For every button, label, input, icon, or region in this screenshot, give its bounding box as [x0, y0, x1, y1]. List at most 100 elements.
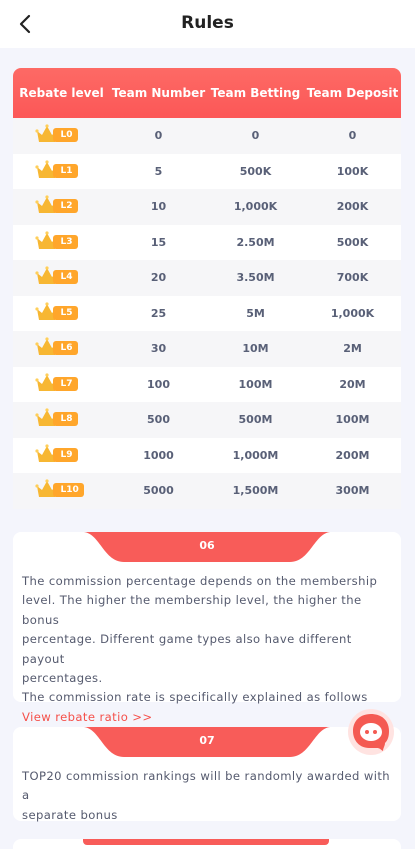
team-betting-cell: 500K — [239, 164, 272, 178]
rebate-level-table: Rebate level Team Number Team Betting Te… — [13, 68, 401, 509]
team-number-cell: 20 — [150, 271, 167, 285]
level-badge: L9 — [33, 443, 85, 465]
rule-line: percentage. Different game types also ha… — [22, 632, 352, 666]
table-row: L5 25 5M 1,000K — [13, 295, 401, 331]
team-betting-cell: 1,000M — [232, 448, 279, 462]
table-header-row: Rebate level Team Number Team Betting Te… — [13, 68, 401, 118]
rebate-level-cell: L2 — [13, 194, 110, 219]
team-number-cell: 30 — [150, 342, 167, 356]
team-number-cell: 5 — [154, 164, 163, 178]
level-tag: L3 — [52, 234, 78, 249]
rule-number: 06 — [199, 539, 215, 552]
header-team-number: Team Number — [111, 86, 206, 100]
rule-card-06: 06 The commission percentage depends on … — [13, 532, 401, 724]
level-badge: L7 — [33, 372, 85, 394]
rule-number: 07 — [199, 734, 215, 747]
rebate-level-cell: L5 — [13, 301, 110, 326]
rule-card-07: 07 TOP20 commission rankings will be ran… — [13, 727, 401, 822]
rebate-level-cell: L9 — [13, 443, 110, 468]
header-team-deposit: Team Deposit — [306, 86, 399, 100]
rule-number-tab — [83, 839, 329, 845]
page-title: Rules — [181, 13, 234, 33]
team-number-cell: 5000 — [143, 484, 174, 498]
team-deposit-cell: 200K — [336, 200, 369, 214]
rebate-level-cell: L0 — [13, 123, 110, 148]
team-betting-cell: 5M — [246, 306, 265, 320]
team-deposit-cell: 300M — [335, 484, 370, 498]
team-number-cell: 10 — [150, 200, 167, 214]
team-number-cell: 500 — [147, 413, 170, 427]
team-betting-cell: 10M — [242, 342, 269, 356]
header-bar: Rules — [0, 0, 415, 48]
team-deposit-cell: 0 — [348, 129, 357, 143]
rule-line: TOP20 commission rankings will be random… — [22, 769, 391, 803]
level-badge: L2 — [33, 194, 85, 216]
back-icon[interactable] — [14, 12, 38, 36]
team-deposit-cell: 1,000K — [330, 306, 375, 320]
level-tag: L7 — [52, 376, 78, 391]
rule-line: level. The higher the membership level, … — [22, 593, 362, 627]
table-row: L8 500 500M 100M — [13, 402, 401, 438]
level-badge: L4 — [33, 265, 85, 287]
rule-card-next — [13, 839, 401, 849]
table-row: L6 30 10M 2M — [13, 331, 401, 367]
rule-line: The commission percentage depends on the… — [22, 574, 378, 588]
table-row: L0 0 0 0 — [13, 118, 401, 154]
rule-number-tab: 06 — [84, 532, 330, 562]
rebate-level-cell: L7 — [13, 372, 110, 397]
level-badge: L5 — [33, 301, 85, 323]
rebate-level-cell: L3 — [13, 230, 110, 255]
rule-line: percentages. — [22, 671, 103, 686]
level-tag: L5 — [52, 305, 78, 320]
team-betting-cell: 1,000K — [233, 200, 278, 214]
table-row: L10 5000 1,500M 300M — [13, 473, 401, 509]
team-betting-cell: 0 — [251, 129, 260, 143]
level-badge: L8 — [33, 407, 85, 429]
rule-line: The commission rate is specifically expl… — [22, 690, 368, 705]
team-number-cell: 15 — [150, 235, 167, 249]
rebate-level-cell: L6 — [13, 336, 110, 361]
table-row: L3 15 2.50M 500K — [13, 224, 401, 260]
team-deposit-cell: 100K — [336, 164, 369, 178]
team-betting-cell: 500M — [238, 413, 273, 427]
chat-bot-icon[interactable] — [347, 708, 395, 756]
table-row: L4 20 3.50M 700K — [13, 260, 401, 296]
team-deposit-cell: 2M — [343, 342, 362, 356]
rule-number-tab: 07 — [84, 727, 330, 757]
table-row: L2 10 1,000K 200K — [13, 189, 401, 225]
rebate-level-cell: L4 — [13, 265, 110, 290]
table-body: L0 0 0 0 L1 5 500K 100K L2 10 1,000K 200K L3 15 2.50M 5… — [13, 118, 401, 509]
rule-text: TOP20 commission rankings will be random… — [22, 767, 392, 825]
team-betting-cell: 2.50M — [236, 235, 275, 249]
header-team-betting: Team Betting — [210, 86, 301, 100]
team-number-cell: 1000 — [143, 448, 174, 462]
level-tag: L1 — [52, 163, 78, 178]
header-rebate-level: Rebate level — [19, 86, 104, 100]
level-badge: L10 — [33, 478, 85, 500]
level-tag: L8 — [52, 412, 78, 427]
team-deposit-cell: 500K — [336, 235, 369, 249]
view-rebate-ratio-link[interactable]: View rebate ratio >> — [22, 709, 153, 724]
team-betting-cell: 100M — [238, 377, 273, 391]
team-deposit-cell: 700K — [336, 271, 369, 285]
level-tag: L10 — [52, 483, 84, 498]
level-tag: L4 — [52, 270, 78, 285]
tab-shape — [84, 532, 330, 562]
table-row: L7 100 100M 20M — [13, 366, 401, 402]
rebate-level-cell: L1 — [13, 159, 110, 184]
crown-icon — [34, 337, 59, 356]
level-badge: L1 — [33, 159, 85, 181]
level-tag: L6 — [52, 341, 78, 356]
rule-text: The commission percentage depends on the… — [22, 572, 392, 727]
team-betting-cell: 1,500M — [232, 484, 279, 498]
tab-shape — [84, 727, 330, 757]
table-row: L9 1000 1,000M 200M — [13, 437, 401, 473]
level-badge: L6 — [33, 336, 85, 358]
rebate-level-cell: L8 — [13, 407, 110, 432]
level-badge: L0 — [33, 123, 85, 145]
team-deposit-cell: 20M — [339, 377, 366, 391]
level-tag: L9 — [52, 447, 78, 462]
level-tag: L0 — [52, 128, 78, 143]
team-number-cell: 100 — [147, 377, 170, 391]
table-row: L1 5 500K 100K — [13, 153, 401, 189]
